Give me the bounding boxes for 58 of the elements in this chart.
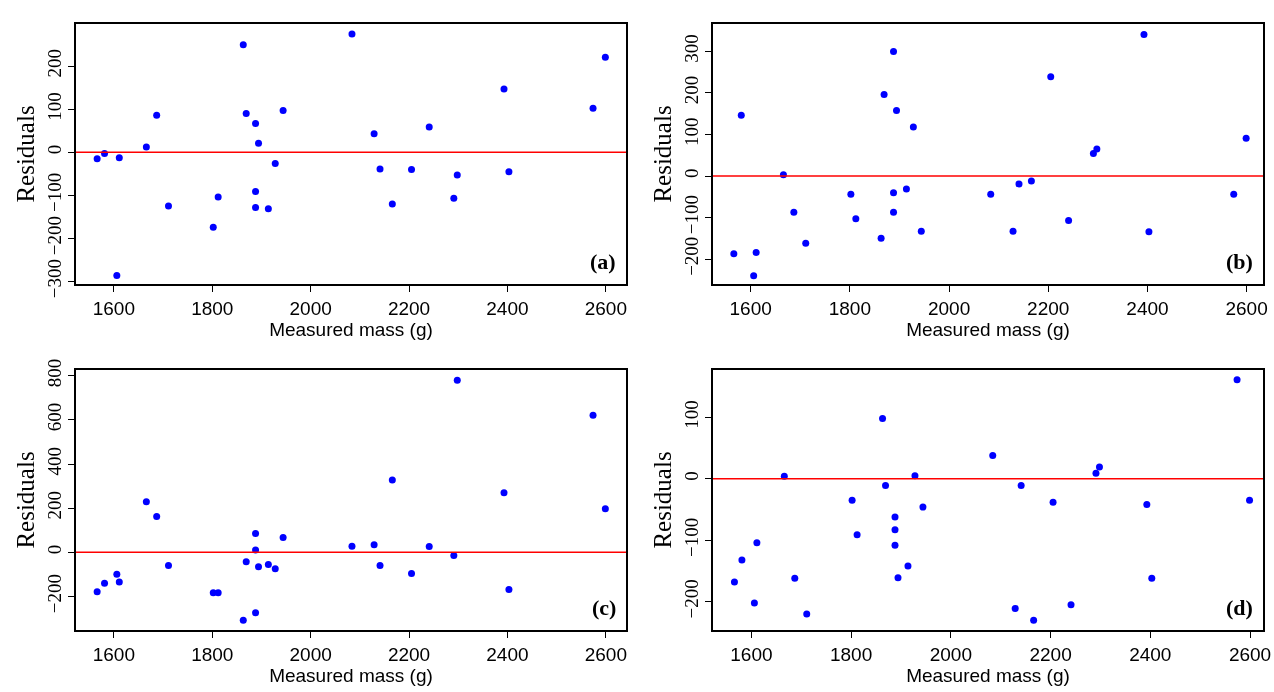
y-tick-label: 0 xyxy=(680,471,702,481)
y-tick-label: −100 xyxy=(43,172,65,213)
x-tick-label: 2600 xyxy=(584,297,627,319)
x-tick-label: 1800 xyxy=(191,297,234,319)
x-tick-label: 2600 xyxy=(1225,297,1268,319)
y-tick-label: 200 xyxy=(43,491,65,520)
x-tick-label: 2400 xyxy=(1126,297,1169,319)
y-axis-title: Residuals xyxy=(11,105,39,203)
y-tick-label: 0 xyxy=(680,168,702,178)
x-tick-label: 2400 xyxy=(486,297,529,319)
x-tick-label: 2000 xyxy=(289,643,332,665)
x-tick-label: 2400 xyxy=(1129,643,1172,665)
x-axis-title: Measured mass (g) xyxy=(906,318,1070,340)
x-tick-label: 2000 xyxy=(927,297,971,319)
y-tick-label: 0 xyxy=(43,544,65,555)
y-tick-label: 100 xyxy=(680,400,702,429)
annotation: (b) xyxy=(1226,249,1253,274)
x-tick-label: 1600 xyxy=(92,643,136,665)
x-axis-title: Measured mass (g) xyxy=(269,318,433,340)
y-tick-label: 600 xyxy=(43,402,65,432)
x-tick-label: 1800 xyxy=(828,297,872,319)
y-tick-label: 0 xyxy=(43,144,65,155)
x-tick-label: 2000 xyxy=(289,297,332,319)
y-tick-label: 800 xyxy=(43,358,65,388)
x-axis-title: Measured mass (g) xyxy=(269,664,433,686)
x-tick-label: 2600 xyxy=(584,643,627,665)
y-axis-title: Residuals xyxy=(648,105,676,203)
y-tick-label: −100 xyxy=(680,195,702,235)
annotation: (a) xyxy=(590,249,616,274)
x-axis-title: Measured mass (g) xyxy=(906,664,1070,686)
y-tick-label: −200 xyxy=(43,573,65,614)
annotation: (c) xyxy=(592,595,617,620)
y-tick-label: −300 xyxy=(43,258,65,299)
y-tick-label: 400 xyxy=(43,446,65,476)
y-axis-title: Residuals xyxy=(11,451,39,549)
x-tick-label: 2400 xyxy=(486,643,529,665)
x-tick-label: 1600 xyxy=(92,297,136,319)
annotation: (d) xyxy=(1226,595,1253,620)
x-tick-label: 1800 xyxy=(829,643,873,665)
x-tick-label: 2600 xyxy=(1228,643,1272,665)
y-axis-title: Residuals xyxy=(648,451,676,549)
x-tick-label: 2200 xyxy=(1029,643,1072,665)
y-tick-label: 200 xyxy=(680,75,702,105)
x-tick-label: 2200 xyxy=(387,297,431,319)
y-tick-label: −200 xyxy=(680,236,702,276)
y-tick-label: −100 xyxy=(680,517,702,558)
x-tick-label: 2200 xyxy=(387,643,431,665)
x-tick-label: 2200 xyxy=(1027,297,1070,319)
x-tick-label: 1600 xyxy=(730,643,773,665)
y-tick-label: −200 xyxy=(43,215,65,256)
y-tick-label: 300 xyxy=(680,34,702,63)
y-tick-label: 100 xyxy=(680,117,702,146)
y-tick-label: 200 xyxy=(43,49,65,78)
y-tick-label: −200 xyxy=(680,579,702,619)
x-tick-label: 1800 xyxy=(191,643,234,665)
y-tick-label: 100 xyxy=(43,92,65,121)
x-tick-label: 2000 xyxy=(929,643,972,665)
x-tick-label: 1600 xyxy=(729,297,772,319)
